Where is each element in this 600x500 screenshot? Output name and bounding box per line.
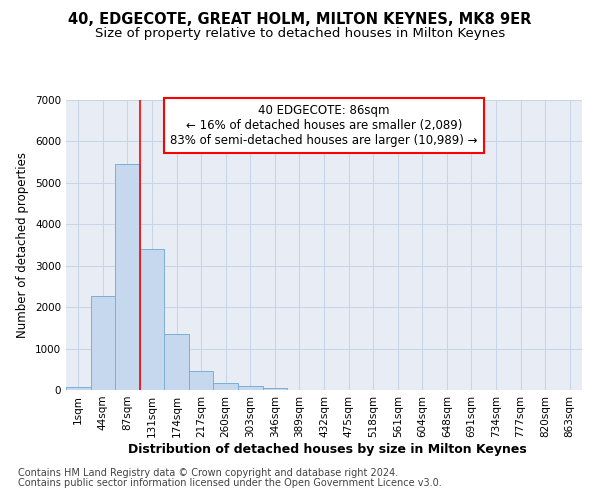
Bar (66, 387, 91, 390)
Bar (214, 383, 238, 390)
Bar (263, 388, 287, 390)
Bar (238, 386, 263, 390)
Y-axis label: Number of detached properties: Number of detached properties (16, 152, 29, 338)
Text: Size of property relative to detached houses in Milton Keynes: Size of property relative to detached ho… (95, 28, 505, 40)
Text: Contains public sector information licensed under the Open Government Licence v3: Contains public sector information licen… (18, 478, 442, 488)
Bar (115, 164, 140, 390)
Text: Contains HM Land Registry data © Crown copyright and database right 2024.: Contains HM Land Registry data © Crown c… (18, 468, 398, 477)
Bar (164, 334, 189, 390)
Text: 40, EDGECOTE, GREAT HOLM, MILTON KEYNES, MK8 9ER: 40, EDGECOTE, GREAT HOLM, MILTON KEYNES,… (68, 12, 532, 28)
Text: Distribution of detached houses by size in Milton Keynes: Distribution of detached houses by size … (128, 442, 526, 456)
Text: 40 EDGECOTE: 86sqm
← 16% of detached houses are smaller (2,089)
83% of semi-deta: 40 EDGECOTE: 86sqm ← 16% of detached hou… (170, 104, 478, 148)
Bar (140, 249, 164, 390)
Bar (189, 372, 214, 390)
Bar (91, 296, 115, 390)
